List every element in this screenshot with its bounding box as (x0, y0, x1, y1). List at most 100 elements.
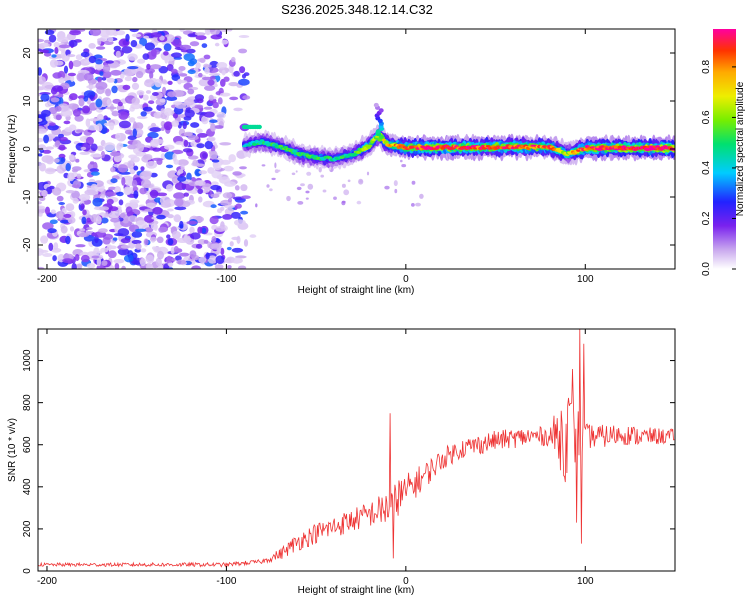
noise-speckle (239, 66, 246, 74)
noise-speckle (366, 171, 370, 176)
snr-y-tick-label: 200 (22, 520, 33, 537)
noise-speckle (216, 111, 226, 119)
noise-speckle (76, 72, 85, 82)
chart-title: S236.2025.348.12.14.C32 (281, 2, 433, 17)
noise-speckle (120, 238, 131, 244)
noise-speckle (173, 214, 182, 223)
noise-speckle (60, 225, 68, 234)
noise-speckle (117, 248, 130, 256)
noise-speckle (180, 49, 189, 53)
noise-speckle (197, 239, 207, 245)
noise-speckle (135, 228, 147, 232)
colorbar-gradient (713, 29, 736, 269)
spectrogram-x-tick-label: 100 (577, 274, 594, 285)
noise-speckle (238, 78, 250, 86)
noise-speckle (115, 132, 122, 141)
noise-speckle (233, 107, 243, 112)
noise-speckle (295, 170, 298, 173)
noise-speckle (229, 96, 239, 101)
noise-speckle (131, 33, 142, 38)
noise-speckle (62, 258, 74, 264)
noise-speckle (43, 134, 49, 144)
noise-speckle (87, 124, 99, 131)
noise-speckle (239, 166, 247, 170)
noise-speckle (238, 48, 248, 54)
noise-speckle (139, 37, 148, 47)
noise-speckle (231, 247, 244, 253)
noise-speckle (67, 72, 76, 77)
noise-speckle (69, 30, 81, 36)
noise-speckle (277, 169, 281, 172)
noise-speckle (394, 188, 398, 194)
noise-speckle (179, 252, 190, 257)
noise-speckle (166, 96, 178, 101)
noise-speckle (214, 264, 224, 269)
noise-speckle (393, 180, 398, 187)
snr-y-tick-label: 800 (22, 394, 33, 411)
noise-speckle (165, 164, 174, 169)
spectrogram-signal-ridge (241, 102, 675, 171)
noise-speckle (108, 265, 114, 269)
snr-background (38, 329, 675, 571)
noise-speckle (74, 254, 80, 261)
noise-speckle (99, 71, 104, 76)
noise-speckle (95, 215, 102, 225)
noise-speckle (203, 106, 213, 110)
spectrogram-y-tick-label: 10 (22, 95, 33, 107)
spectrogram-y-tick-label: -10 (22, 189, 33, 204)
noise-speckle (176, 259, 187, 265)
noise-speckle (174, 206, 187, 211)
noise-speckle (194, 168, 202, 177)
noise-speckle (85, 118, 91, 127)
noise-speckle (107, 250, 117, 259)
noise-speckle (186, 172, 192, 181)
noise-speckle (123, 68, 135, 77)
noise-speckle (205, 29, 210, 35)
noise-speckle (96, 145, 104, 152)
noise-speckle (117, 142, 124, 149)
noise-speckle (153, 111, 163, 119)
noise-speckle (240, 184, 248, 192)
noise-speckle (356, 200, 362, 205)
noise-speckle (151, 48, 157, 57)
noise-speckle (91, 255, 100, 259)
noise-speckle (139, 171, 152, 181)
colorbar-label: Normalized spectral amplitude (735, 81, 746, 216)
noise-speckle (44, 29, 55, 35)
noise-speckle (208, 94, 214, 101)
noise-speckle (201, 115, 209, 125)
noise-speckle (177, 159, 189, 167)
noise-speckle (90, 171, 100, 176)
noise-speckle (38, 118, 43, 122)
noise-speckle (190, 122, 200, 128)
noise-speckle (106, 244, 113, 251)
spectrogram-y-tick-label: 20 (22, 47, 33, 59)
noise-speckle (162, 86, 167, 96)
noise-speckle (45, 146, 54, 150)
noise-speckle (84, 189, 97, 196)
noise-speckle (76, 263, 83, 269)
noise-speckle (150, 32, 162, 38)
noise-speckle (38, 137, 44, 143)
noise-speckle (39, 49, 50, 54)
noise-speckle (207, 255, 218, 264)
noise-speckle (129, 199, 140, 204)
noise-speckle (184, 98, 195, 106)
noise-speckle (50, 209, 56, 215)
noise-speckle (66, 54, 76, 58)
noise-speckle (75, 158, 80, 163)
noise-speckle (104, 213, 110, 218)
noise-speckle (156, 214, 166, 220)
noise-speckle (108, 186, 117, 190)
noise-speckle (132, 76, 138, 83)
noise-speckle (117, 101, 123, 107)
snr-y-tick-label: 1000 (22, 349, 33, 372)
noise-speckle (211, 236, 217, 243)
noise-speckle (236, 235, 241, 244)
noise-speckle (175, 141, 184, 146)
noise-speckle (110, 69, 122, 76)
noise-speckle (90, 183, 98, 191)
noise-speckle (163, 51, 169, 56)
noise-speckle (198, 78, 209, 87)
noise-speckle (137, 143, 145, 152)
